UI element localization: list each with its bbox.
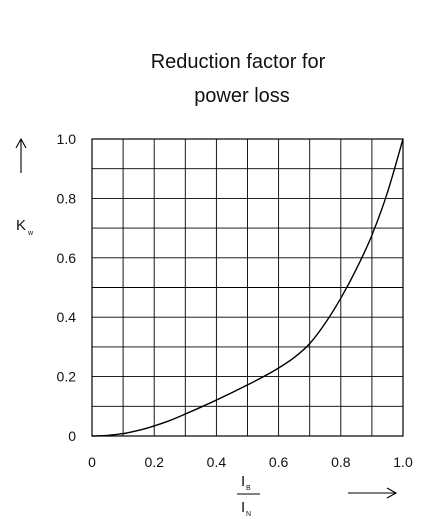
plot-frame <box>91 138 404 437</box>
grid-lines <box>92 139 403 436</box>
x-tick-label: 0.2 <box>144 454 164 470</box>
x-axis-label-denominator: I <box>241 499 245 516</box>
chart-title-line-2: power loss <box>194 85 290 107</box>
x-axis-label-numerator: I <box>241 473 245 490</box>
tick-labels: 0 0.2 0.4 0.6 0.8 1.0 0 0.2 0.4 0.6 0.8 1.0 <box>57 131 413 470</box>
x-tick-label: 0.8 <box>331 454 351 470</box>
x-axis-label-numerator-subscript: B <box>246 485 251 492</box>
y-tick-label: 0.4 <box>57 309 77 325</box>
y-axis-label-subscript: w <box>27 230 34 237</box>
x-axis-label: I B I N <box>237 473 260 518</box>
y-axis-arrow <box>15 137 27 173</box>
x-tick-label: 0.6 <box>269 454 289 470</box>
y-tick-label: 1.0 <box>57 131 77 147</box>
y-tick-label: 0.8 <box>57 190 77 206</box>
x-axis-label-denominator-subscript: N <box>246 511 251 518</box>
x-tick-label: 1.0 <box>393 454 413 470</box>
y-axis-label: K <box>16 217 26 234</box>
x-tick-label: 0 <box>88 454 96 470</box>
x-tick-label: 0.4 <box>207 454 227 470</box>
kw-curve <box>91 138 404 437</box>
y-tick-label: 0.6 <box>57 250 77 266</box>
y-tick-label: 0.2 <box>57 369 77 385</box>
y-tick-label: 0 <box>68 428 76 444</box>
x-axis-arrow <box>348 487 398 499</box>
chart-title-line-1: Reduction factor for <box>151 51 326 73</box>
